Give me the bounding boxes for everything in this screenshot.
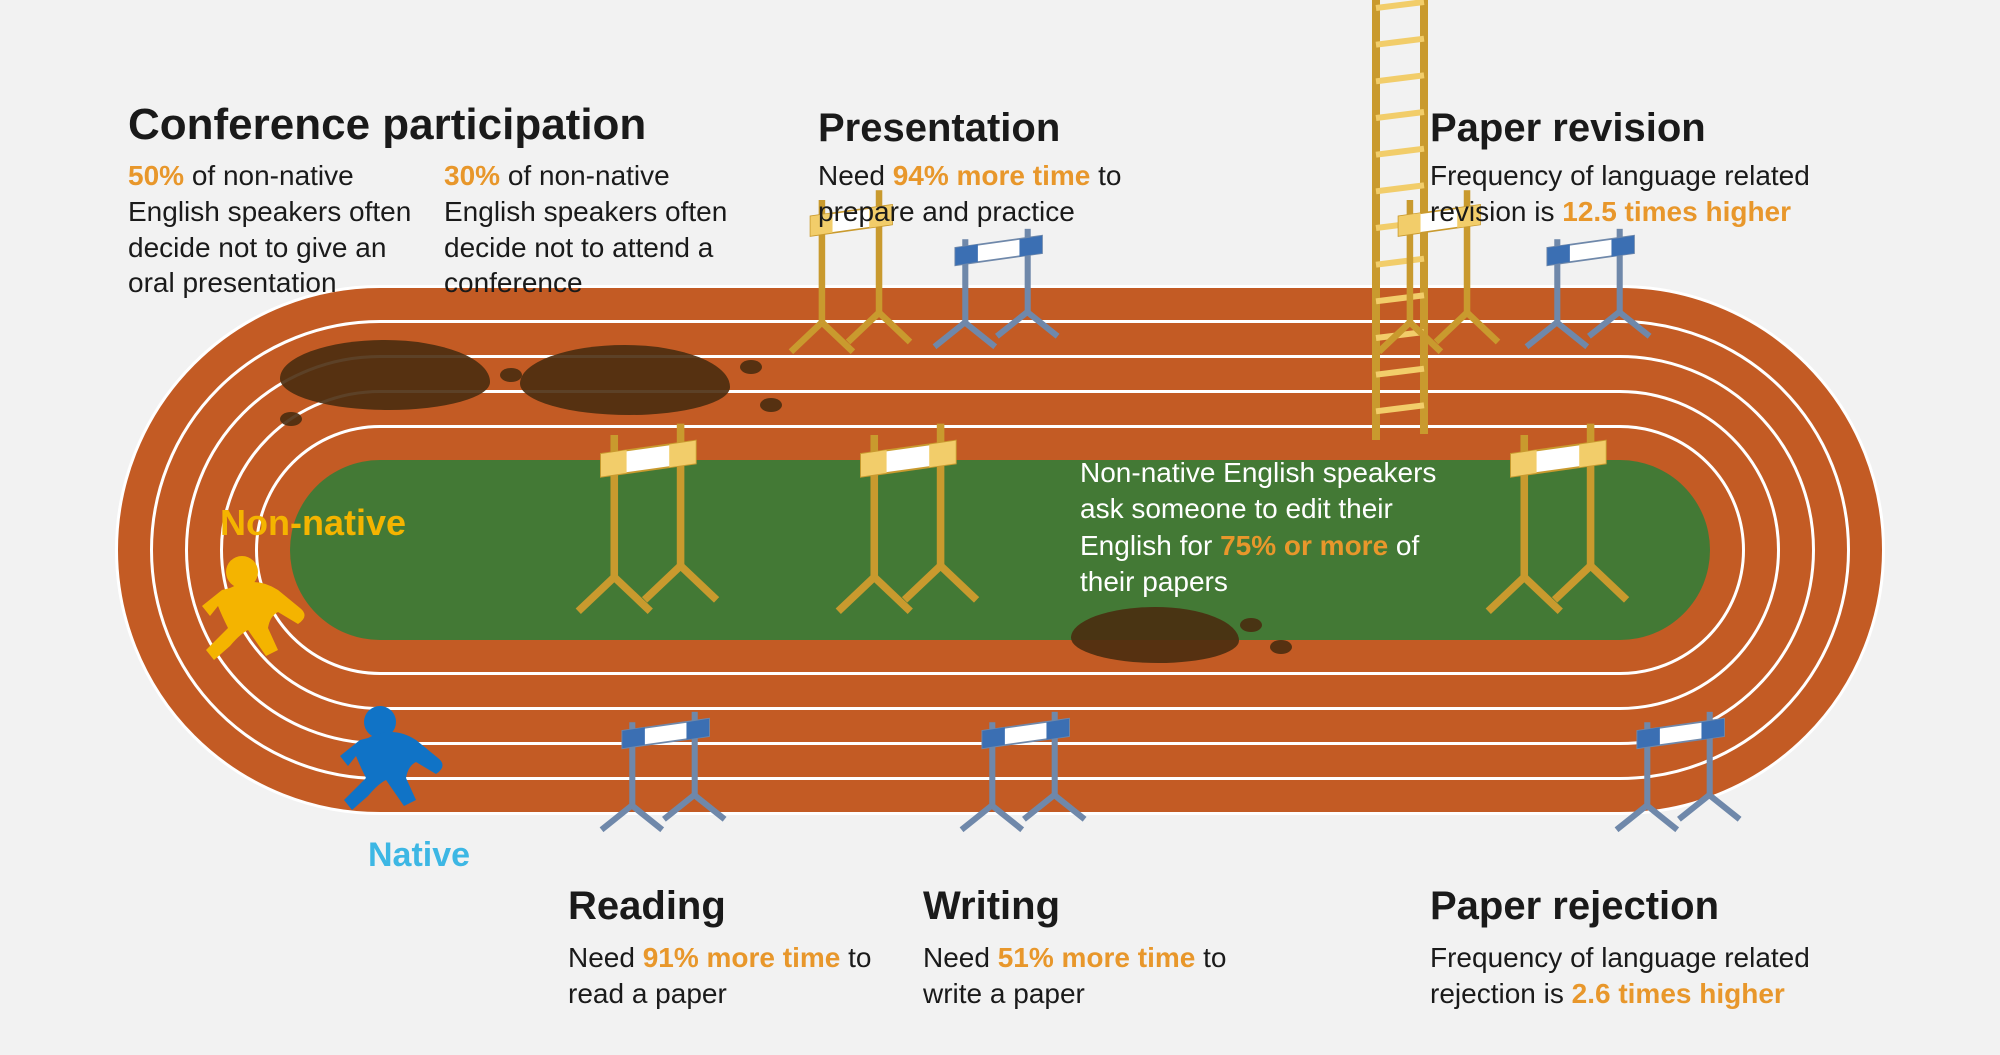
hurdle-blue-icon <box>1530 212 1660 367</box>
hurdle-gold-icon <box>580 435 730 615</box>
reading-title: Reading <box>568 884 726 929</box>
infographic-canvas: Non-native Native Conference participati… <box>0 0 2000 1055</box>
mud-icon <box>1240 618 1262 632</box>
mud-icon <box>280 412 302 426</box>
hurdle-blue-icon <box>938 212 1068 367</box>
hurdle-blue-icon <box>965 695 1095 850</box>
conference-col2: 30% of non-native English speakers often… <box>444 158 744 301</box>
mud-icon <box>760 398 782 412</box>
mud-icon <box>740 360 762 374</box>
hurdle-blue-icon <box>605 695 735 850</box>
runner-native-icon <box>338 700 478 820</box>
hurdle-gold-icon <box>1490 435 1640 615</box>
mud-icon <box>1270 640 1292 654</box>
rejection-body: Frequency of language related rejection … <box>1430 940 1900 1012</box>
mud-icon <box>500 368 522 382</box>
presentation-title: Presentation <box>818 106 1060 151</box>
conference-title: Conference participation <box>128 100 646 150</box>
presentation-hl: 94% more time <box>893 160 1091 191</box>
infield-callout: Non-native English speakers ask someone … <box>1080 455 1460 601</box>
infield-hl: 75% or more <box>1220 530 1388 561</box>
writing-body: Need 51% more time to write a paper <box>923 940 1263 1012</box>
conference-col1-hl: 50% <box>128 160 184 191</box>
writing-pre: Need <box>923 942 998 973</box>
writing-title: Writing <box>923 884 1060 929</box>
conference-col2-hl: 30% <box>444 160 500 191</box>
hurdle-gold-icon <box>840 435 990 615</box>
reading-pre: Need <box>568 942 643 973</box>
rejection-title: Paper rejection <box>1430 884 1719 929</box>
reading-body: Need 91% more time to read a paper <box>568 940 908 1012</box>
nonnative-label: Non-native <box>220 502 406 544</box>
reading-hl: 91% more time <box>643 942 841 973</box>
native-label: Native <box>368 836 470 875</box>
hurdle-blue-icon <box>1620 695 1750 850</box>
revision-body: Frequency of language related revision i… <box>1430 158 1870 230</box>
conference-col1: 50% of non-native English speakers often… <box>128 158 428 301</box>
presentation-body: Need 94% more time to prepare and practi… <box>818 158 1158 230</box>
runner-nonnative-icon <box>200 550 340 670</box>
rejection-hl: 2.6 times higher <box>1572 978 1785 1009</box>
presentation-pre: Need <box>818 160 893 191</box>
revision-title: Paper revision <box>1430 106 1706 151</box>
writing-hl: 51% more time <box>998 942 1196 973</box>
revision-hl: 12.5 times higher <box>1562 196 1791 227</box>
